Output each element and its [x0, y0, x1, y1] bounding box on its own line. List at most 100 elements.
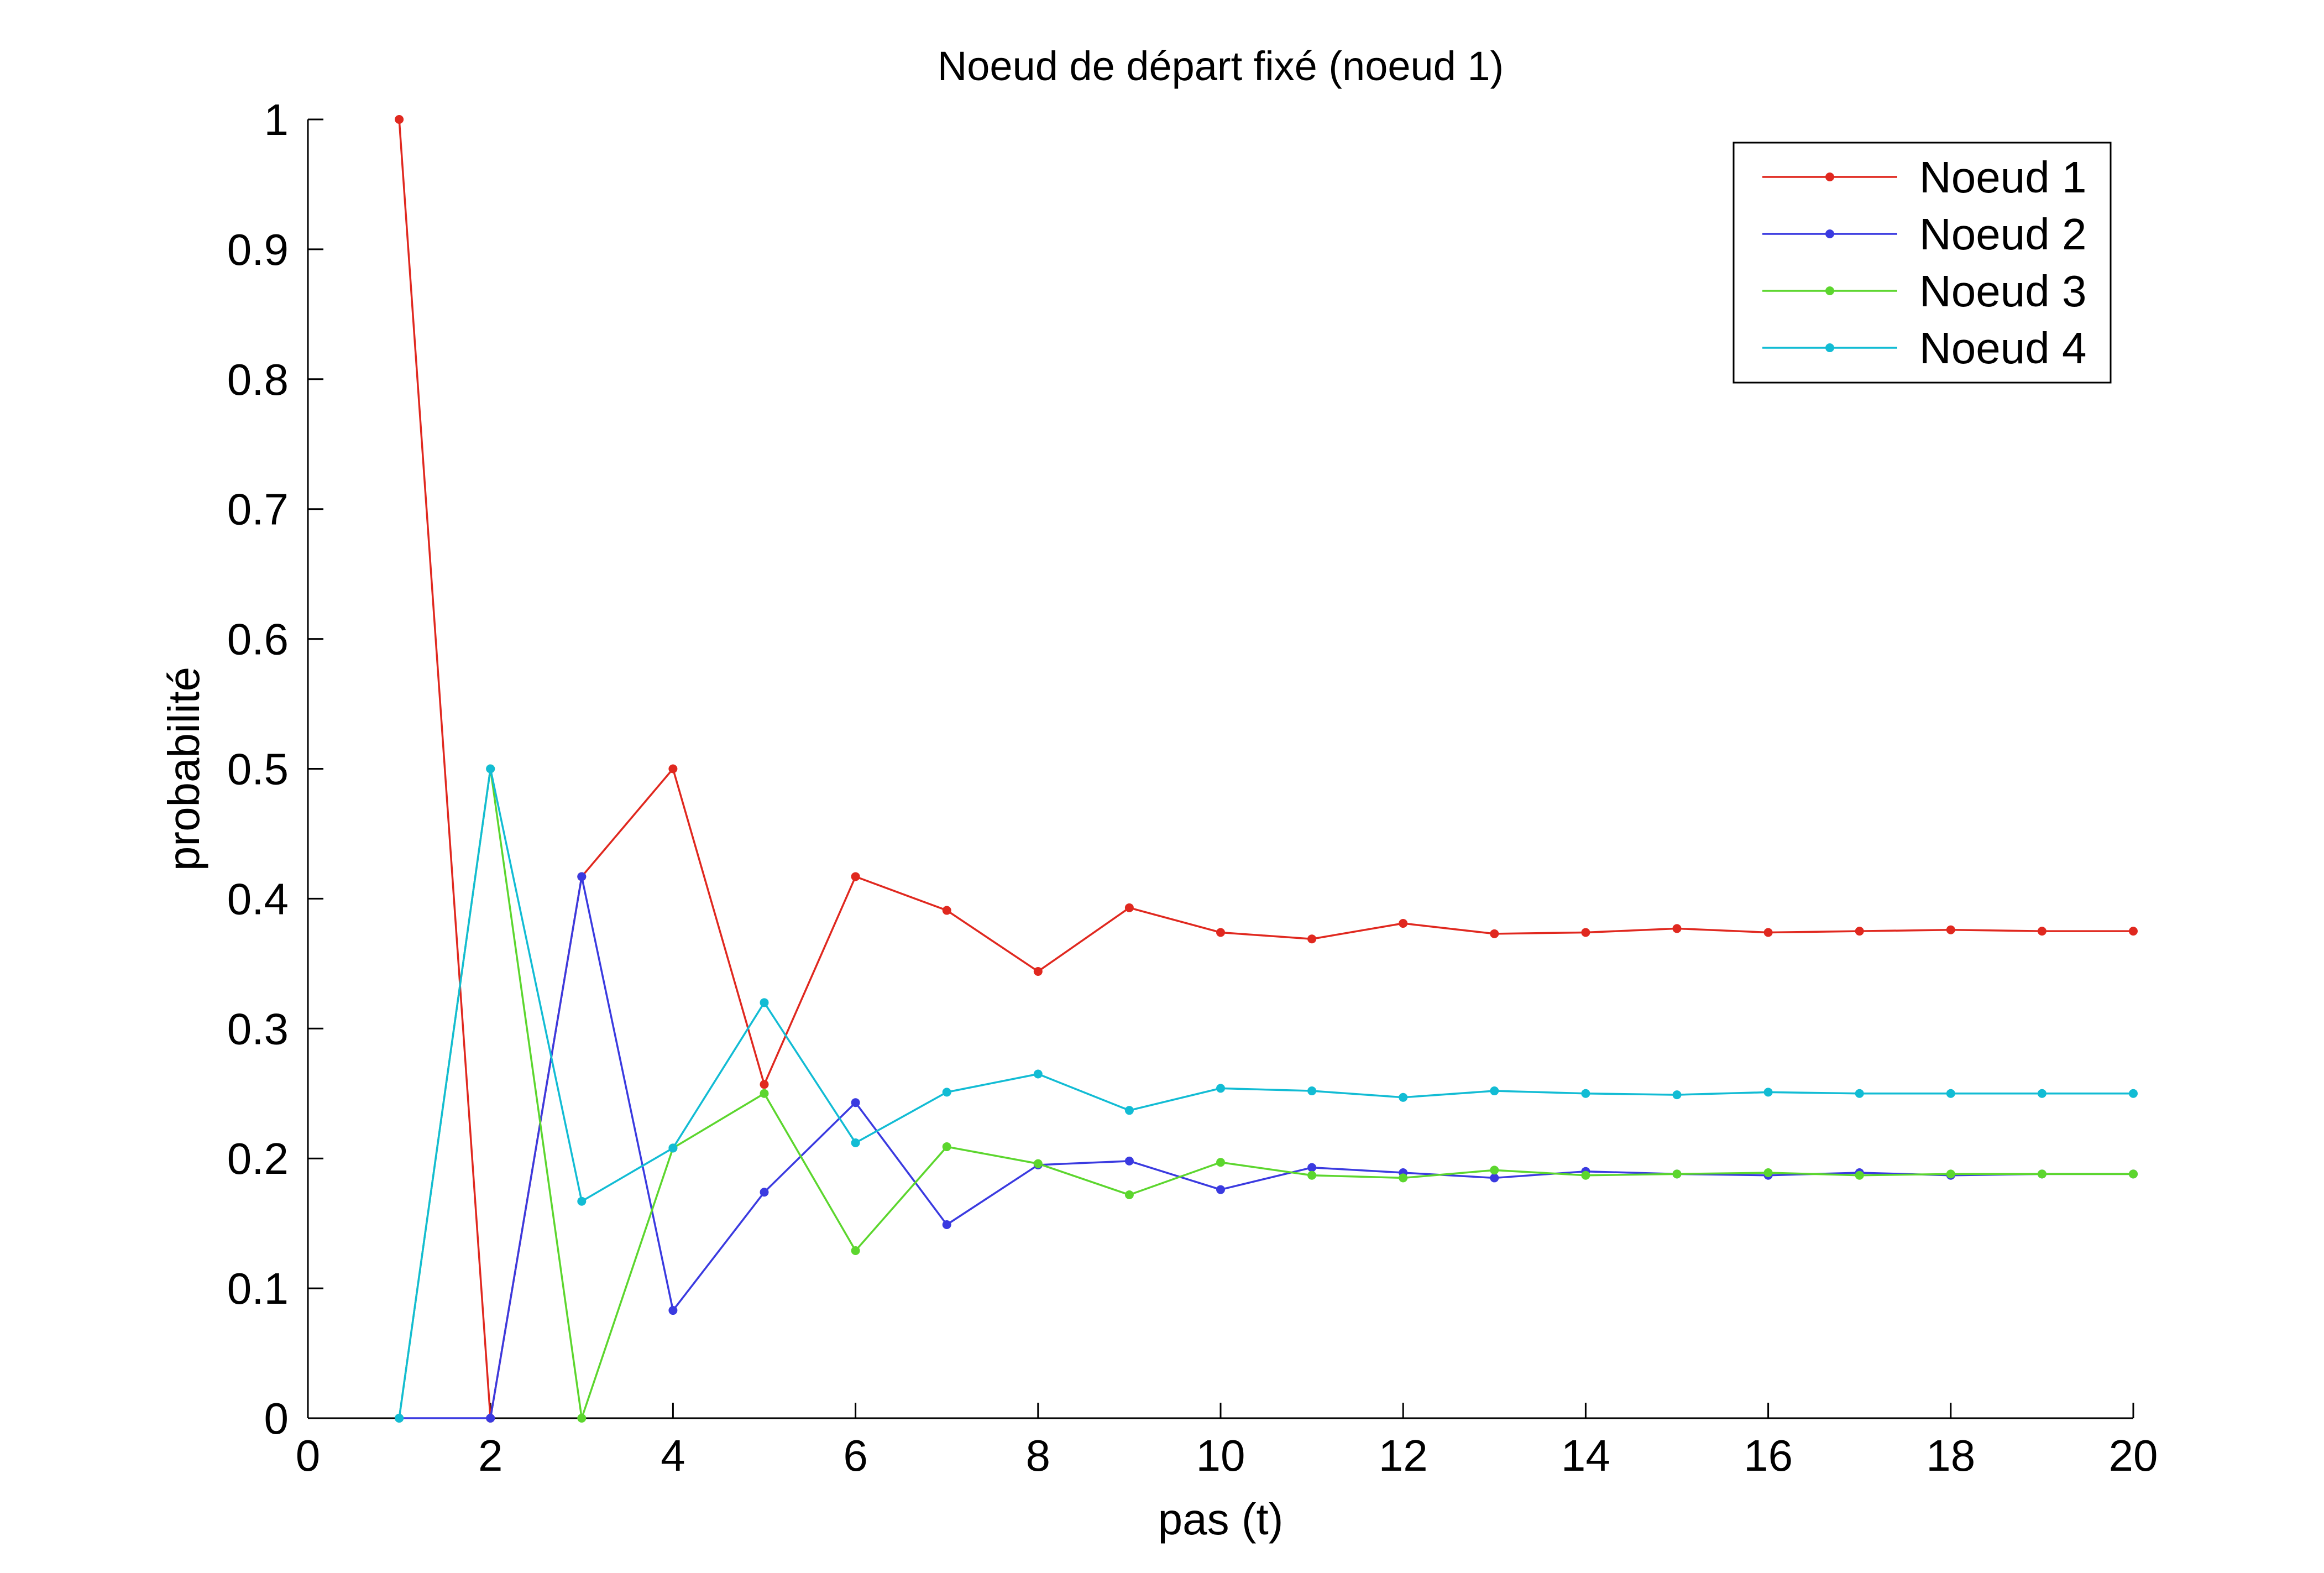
data-point: [395, 115, 404, 124]
legend-marker: [1825, 343, 1834, 352]
series-line: [399, 875, 2133, 1419]
data-point: [1307, 934, 1317, 944]
legend-item: Noeud 1: [1762, 153, 2086, 202]
data-point: [1946, 925, 1955, 934]
data-point: [1033, 1159, 1043, 1168]
data-point: [1763, 928, 1773, 937]
y-tick-label: 0.8: [227, 355, 289, 404]
data-point: [1855, 1170, 1864, 1180]
data-point: [486, 764, 495, 774]
legend-item: Noeud 3: [1762, 266, 2086, 316]
data-point: [577, 872, 587, 881]
data-point: [668, 1306, 678, 1315]
data-point: [942, 906, 951, 915]
data-point: [1581, 1170, 1590, 1180]
series-line: [398, 767, 2133, 1419]
y-tick-label: 0.9: [227, 225, 289, 274]
x-tick-label: 10: [1196, 1431, 1245, 1480]
data-point: [1033, 1069, 1043, 1079]
y-tick-label: 0.1: [227, 1264, 289, 1313]
y-tick-label: 0.6: [227, 615, 289, 664]
legend-marker: [1825, 286, 1834, 295]
x-tick-label: 16: [1744, 1431, 1793, 1480]
legend: Noeud 1 Noeud 2 Noeud 3 Noeud 4: [1732, 142, 2112, 384]
x-tick-label: 2: [478, 1431, 503, 1480]
data-point: [851, 872, 860, 881]
data-point: [760, 998, 769, 1007]
data-point: [1216, 1084, 1225, 1093]
legend-item: Noeud 2: [1762, 210, 2086, 259]
data-point: [1033, 966, 1043, 976]
y-tick-label: 0.5: [227, 745, 289, 794]
y-tick-label: 0.7: [227, 485, 289, 534]
data-point: [1763, 1088, 1773, 1097]
data-point: [1216, 1158, 1225, 1167]
data-point: [2037, 1169, 2046, 1179]
data-point: [1490, 1173, 1499, 1183]
x-tick-label: 18: [1926, 1431, 1975, 1480]
legend-label: Noeud 4: [1919, 323, 2086, 373]
data-point: [1399, 919, 1408, 928]
legend-label: Noeud 3: [1919, 266, 2086, 316]
chart-title: Noeud de départ fixé (noeud 1): [938, 43, 1504, 89]
y-tick-label: 0: [264, 1394, 289, 1443]
data-point: [760, 1089, 769, 1098]
data-point: [1855, 927, 1864, 936]
y-tick-label: 1: [264, 95, 289, 144]
x-tick-label: 14: [1561, 1431, 1610, 1480]
data-point: [1307, 1170, 1317, 1180]
data-point: [1490, 1166, 1499, 1175]
data-point: [1216, 1185, 1225, 1194]
series-4: [395, 764, 2138, 1423]
data-point: [1672, 1169, 1682, 1179]
data-point: [1581, 928, 1590, 937]
y-tick-label: 0.3: [227, 1004, 289, 1053]
data-point: [2129, 927, 2138, 936]
y-tick-label: 0.2: [227, 1134, 289, 1183]
data-point: [1399, 1093, 1408, 1102]
data-point: [851, 1138, 860, 1148]
data-point: [1763, 1168, 1773, 1178]
data-point: [668, 1143, 678, 1153]
data-point: [1216, 928, 1225, 937]
data-point: [851, 1246, 860, 1255]
data-point: [1946, 1169, 1955, 1179]
legend-box: [1732, 142, 2112, 384]
data-point: [1672, 1090, 1682, 1100]
data-point: [2129, 1169, 2138, 1179]
y-tick-label: 0.4: [227, 874, 289, 923]
data-point: [2129, 1089, 2138, 1098]
data-point: [1124, 1190, 1134, 1199]
x-tick-label: 12: [1379, 1431, 1428, 1480]
x-tick-label: 20: [2109, 1431, 2158, 1480]
data-point: [1946, 1089, 1955, 1098]
data-point: [1307, 1086, 1317, 1096]
data-point: [1855, 1089, 1864, 1098]
legend-item: Noeud 4: [1762, 323, 2086, 373]
data-point: [395, 1414, 404, 1423]
data-point: [577, 1414, 587, 1423]
plot-area: 0 2 4 6 8 10 12 14 16 18 20 0 0.1 0.2 0.3 0.4 0.5 0.6 0.7 0…: [227, 95, 2158, 1480]
x-tick-label: 6: [843, 1431, 868, 1480]
data-point: [942, 1142, 951, 1152]
data-point: [1399, 1173, 1408, 1183]
x-tick-label: 4: [661, 1431, 685, 1480]
data-point: [1124, 903, 1134, 912]
data-point: [1672, 924, 1682, 933]
y-axis-label: probabilité: [159, 667, 208, 871]
legend-label: Noeud 2: [1919, 210, 2086, 259]
data-point: [760, 1080, 769, 1089]
series-1: [395, 115, 2138, 1423]
data-point: [1490, 929, 1499, 938]
data-point: [1581, 1089, 1590, 1098]
data-point: [942, 1088, 951, 1097]
x-axis-label: pas (t): [1158, 1494, 1284, 1544]
data-point: [668, 764, 678, 774]
data-point: [1124, 1106, 1134, 1115]
x-tick-label: 8: [1026, 1431, 1051, 1480]
data-point: [1307, 1163, 1317, 1172]
data-point: [486, 1414, 495, 1423]
series-line: [398, 119, 2133, 1419]
legend-label: Noeud 1: [1919, 153, 2086, 202]
